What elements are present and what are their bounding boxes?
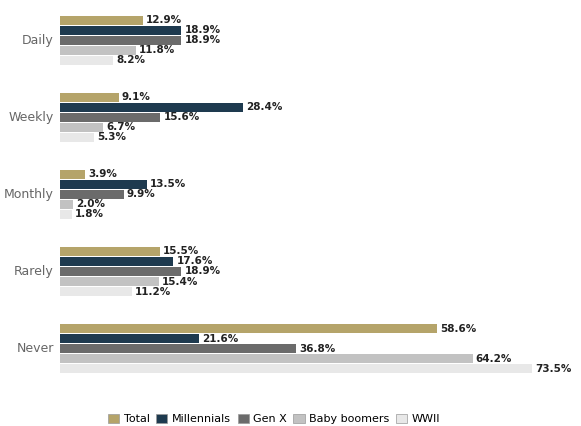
Text: Daily: Daily xyxy=(22,34,53,47)
Bar xyxy=(60,277,159,286)
Text: 1.8%: 1.8% xyxy=(75,210,104,219)
Text: 58.6%: 58.6% xyxy=(440,323,476,334)
Text: 13.5%: 13.5% xyxy=(150,179,187,190)
Text: 2.0%: 2.0% xyxy=(76,199,105,210)
Bar xyxy=(60,200,73,209)
Text: 18.9%: 18.9% xyxy=(185,267,221,276)
Text: 73.5%: 73.5% xyxy=(536,363,572,374)
Bar xyxy=(60,210,71,219)
Text: 21.6%: 21.6% xyxy=(202,334,238,343)
Bar xyxy=(60,287,132,296)
Text: 6.7%: 6.7% xyxy=(106,122,135,132)
Text: Monthly: Monthly xyxy=(3,188,53,201)
Bar xyxy=(60,334,199,343)
Text: Never: Never xyxy=(16,342,53,355)
Bar xyxy=(60,93,119,102)
Legend: Total, Millennials, Gen X, Baby boomers, WWII: Total, Millennials, Gen X, Baby boomers,… xyxy=(103,409,444,426)
Bar xyxy=(60,247,160,256)
Bar xyxy=(60,16,143,25)
Bar xyxy=(60,257,173,266)
Text: 15.4%: 15.4% xyxy=(162,276,199,287)
Text: 5.3%: 5.3% xyxy=(97,132,126,142)
Text: 11.2%: 11.2% xyxy=(135,287,171,296)
Bar xyxy=(60,354,472,363)
Bar xyxy=(60,103,242,112)
Text: Weekly: Weekly xyxy=(8,111,53,124)
Bar xyxy=(60,170,85,179)
Text: 11.8%: 11.8% xyxy=(139,46,175,55)
Text: 3.9%: 3.9% xyxy=(88,170,117,179)
Bar xyxy=(60,267,181,276)
Text: 36.8%: 36.8% xyxy=(300,343,336,354)
Bar xyxy=(60,364,532,373)
Text: 18.9%: 18.9% xyxy=(185,26,221,35)
Bar xyxy=(60,190,124,199)
Text: 18.9%: 18.9% xyxy=(185,35,221,46)
Bar xyxy=(60,56,113,65)
Text: 8.2%: 8.2% xyxy=(116,55,145,66)
Text: 9.9%: 9.9% xyxy=(127,190,156,199)
Bar xyxy=(60,133,94,142)
Bar xyxy=(60,36,181,45)
Bar xyxy=(60,26,181,35)
Bar xyxy=(60,344,296,353)
Text: 9.1%: 9.1% xyxy=(122,92,150,102)
Text: 17.6%: 17.6% xyxy=(177,256,213,267)
Bar xyxy=(60,113,160,122)
Text: 15.5%: 15.5% xyxy=(163,247,199,256)
Text: 15.6%: 15.6% xyxy=(163,112,200,122)
Bar xyxy=(60,180,147,189)
Text: Rarely: Rarely xyxy=(14,265,53,278)
Text: 28.4%: 28.4% xyxy=(246,102,282,112)
Text: 12.9%: 12.9% xyxy=(146,15,182,25)
Bar xyxy=(60,324,436,333)
Bar xyxy=(60,123,103,132)
Bar xyxy=(60,46,136,55)
Text: 64.2%: 64.2% xyxy=(476,354,512,363)
